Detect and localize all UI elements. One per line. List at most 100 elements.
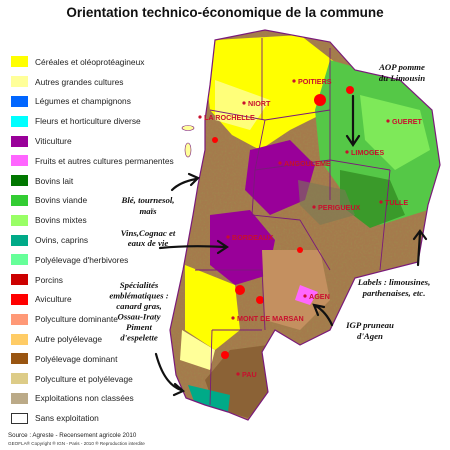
map-regions [170,30,440,420]
legend-label: Viticulture [35,136,72,147]
annotation-line: Spécialités [120,280,159,290]
annotation-line: Vins,Cognac et [121,228,176,238]
city-label: PAU [242,370,257,379]
arrow-labels [412,229,428,267]
city-marker [379,200,383,204]
legend-label: Bovins lait [35,175,74,186]
city-marker [226,235,230,239]
city-label: TULLE [385,198,408,207]
city-marker [242,101,246,105]
legend-label: Céréales et oléoprotéagineux [35,56,145,67]
arrow-specialites [154,352,186,397]
legend-item: Ovins, caprins [11,230,201,250]
city-marker [278,161,282,165]
legend-item: Aviculture [11,290,201,310]
city-marker [198,115,202,119]
legend-label: Autres grandes cultures [35,76,124,87]
city-label: BORDEAUX [232,233,273,242]
annotation-vins: Vins,Cognac et eaux de vie [121,228,176,248]
legend-item: Porcins [11,270,201,290]
legend-swatch [11,155,28,167]
page-title: Orientation technico-économique de la co… [66,5,384,20]
annotation-aop-pomme: AOP pomme du Limousin [378,62,425,83]
annotation-arrows [154,94,428,397]
city-label: PERIGUEUX [318,203,361,212]
legend-label: Fleurs et horticulture diverse [35,116,141,127]
department-boundaries [195,38,391,406]
annotation-line: d'espelette [120,333,158,343]
city-labels: POITIERS NIORT LA ROCHELLE GUERET LIMOGES ANG… [198,77,423,379]
city-marker [303,294,307,298]
legend-item: Viticulture [11,131,201,151]
legend-item: Légumes et champignons [11,92,201,112]
annotation-labels: Labels : limousines, parthenaises, etc. [357,277,431,298]
legend-item: Polyélevage d'herbivores [11,250,201,270]
legend-item: Bovins lait [11,171,201,191]
annotation-line: d'Agen [357,331,383,341]
legend-label: Autre polyélevage [35,334,103,345]
legend-swatch [11,254,28,266]
legend-item: Bovins mixtes [11,210,201,230]
city-marker [312,205,316,209]
city-label: MONT DE MARSAN [237,314,304,323]
source-note: Source : Agreste - Recensement agricole … [8,432,137,439]
legend-label: Aviculture [35,294,72,305]
annotation-line: Blé, tournesol, [120,195,174,205]
legend-label: Polyculture dominante [35,314,118,325]
legend-label: Polyélevage dominant [35,353,118,364]
city-label: NIORT [248,99,271,108]
legend-label: Ovins, caprins [35,235,89,246]
annotation-line: emblématiques : [109,291,168,301]
annotation-line: AOP pomme [378,62,425,72]
annotation-line: Ossau-Iraty [117,312,160,322]
legend-swatch [11,274,28,286]
legend-label: Polyélevage d'herbivores [35,254,129,265]
annotations: AOP pomme du Limousin Blé, tournesol, maïs V… [109,62,430,343]
legend-item: Polyculture et polyélevage [11,369,201,389]
arrow-igp [312,303,334,327]
legend-swatch [11,95,28,107]
legend-swatch [11,194,28,206]
legend-item: Bovins viande [11,191,201,211]
copyright-note: GEOFLA® Copyright ® IGN - Paris - 2010 ®… [8,441,145,446]
legend-label: Sans exploitation [35,413,99,424]
legend-label: Polyculture et polyélevage [35,373,133,384]
annotation-line: du Limousin [379,73,425,83]
city-label: AGEN [309,292,330,301]
arrow-ble [170,172,200,192]
city-marker [292,79,296,83]
legend-label: Bovins viande [35,195,88,206]
annotation-line: maïs [139,206,157,216]
city-marker [231,316,235,320]
legend-item: Céréales et oléoprotéagineux [11,52,201,72]
annotation-specialites: Spécialités emblématiques : canard gras, Os… [109,280,168,343]
city-label: GUERET [392,117,423,126]
region-boundary [169,29,441,421]
legend-swatch [11,76,28,88]
legend-swatch [11,392,28,404]
legend-swatch [11,115,28,127]
legend-swatch [11,293,28,305]
legend-label: Bovins mixtes [35,215,87,226]
arrow-aop-pomme [345,94,361,147]
legend-label: Fruits et autres cultures permanentes [35,155,174,166]
legend-item: Sans exploitation [11,408,201,428]
annotation-ble: Blé, tournesol, maïs [120,195,174,216]
city-label: POITIERS [298,77,332,86]
legend-swatch [11,214,28,226]
legend-swatch [11,234,28,246]
legend-item: Exploitations non classées [11,389,201,409]
legend-swatch [11,353,28,365]
legend-item: Polyculture dominante [11,309,201,329]
legend-label: Porcins [35,274,63,285]
legend-item: Polyélevage dominant [11,349,201,369]
annotation-line: Piment [126,322,152,332]
annotation-line: Labels : limousines, [357,277,431,287]
city-marker [236,372,240,376]
legend-swatch [11,333,28,345]
legend: Céréales et oléoprotéagineux Autres grand… [11,52,201,428]
city-label: LIMOGES [351,148,384,157]
legend-label: Exploitations non classées [35,393,134,404]
legend-swatch [11,313,28,325]
